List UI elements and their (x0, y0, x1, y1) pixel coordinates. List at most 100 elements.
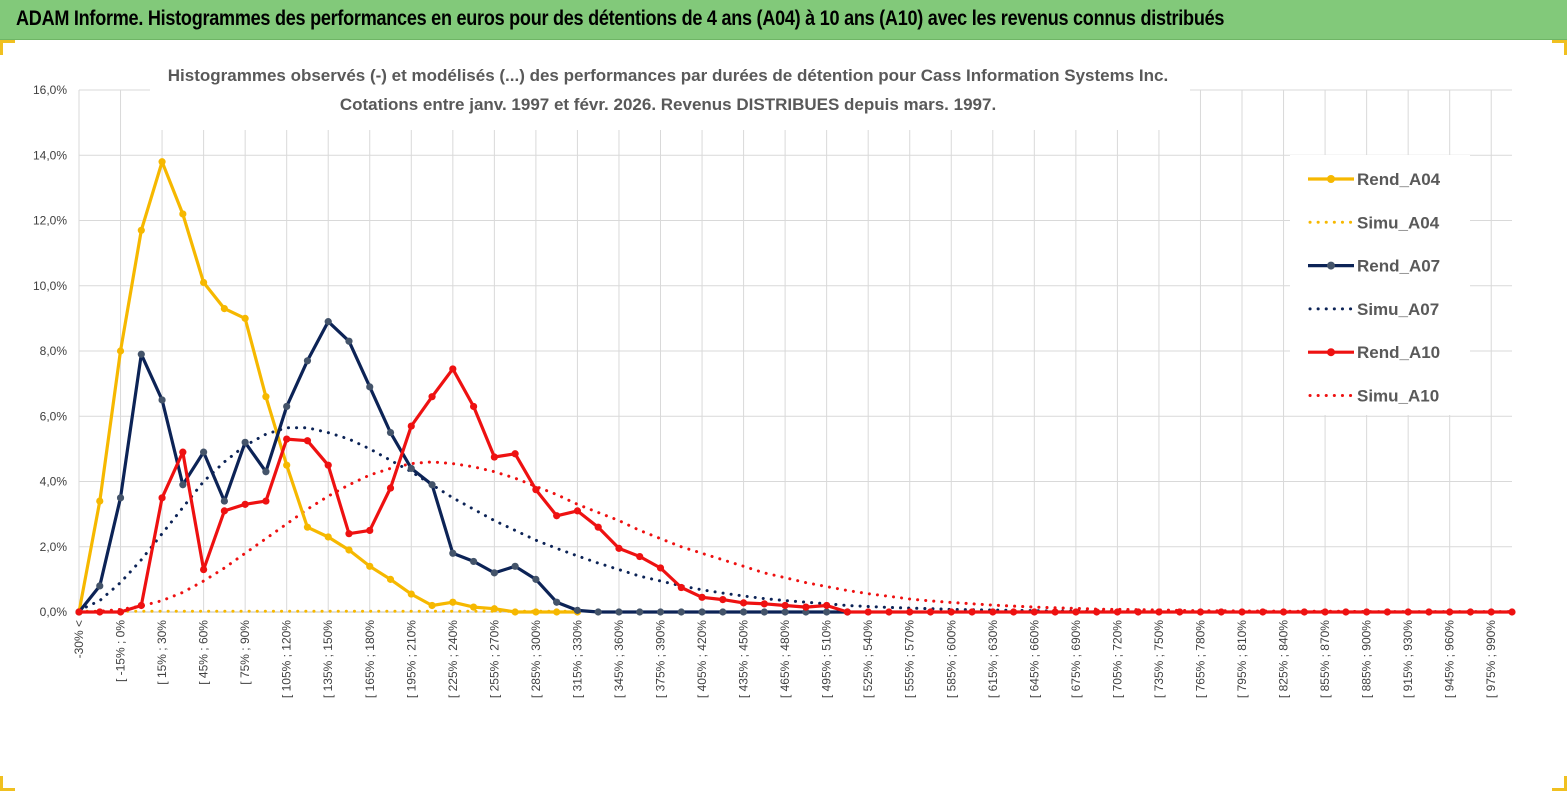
data-point-rend-a07 (532, 575, 540, 583)
legend-label-rend-a04: Rend_A04 (1357, 170, 1441, 189)
x-tick-label: -30% < (72, 620, 86, 658)
data-point-rend-a07 (116, 494, 125, 502)
y-tick-label: 14,0% (33, 148, 67, 162)
data-point-rend-a10 (864, 608, 872, 616)
data-point-rend-a10 (96, 608, 104, 616)
legend-marker-rend-a04 (1327, 175, 1335, 183)
x-tick-label: [ 405% ; 420% (695, 620, 709, 698)
data-point-rend-a07 (96, 582, 104, 590)
y-tick-label: 12,0% (33, 214, 67, 228)
data-point-rend-a10 (719, 596, 727, 604)
data-point-rend-a10 (1093, 608, 1101, 616)
x-tick-label: [ 465% ; 480% (778, 620, 792, 698)
data-point-rend-a10 (573, 507, 582, 515)
data-point-rend-a10 (1466, 608, 1475, 616)
data-point-rend-a04 (116, 347, 125, 355)
x-tick-label: [ 525% ; 540% (861, 620, 875, 698)
data-point-rend-a10 (1300, 608, 1308, 616)
frame-corner-top-left (0, 40, 15, 55)
data-point-rend-a10 (511, 450, 519, 458)
data-point-rend-a04 (96, 497, 104, 505)
data-point-rend-a07 (781, 608, 789, 616)
data-point-rend-a07 (615, 608, 623, 616)
data-point-rend-a07 (179, 481, 187, 489)
report-banner: ADAM Informe. Histogrammes des performan… (0, 0, 1567, 40)
data-point-rend-a10 (220, 507, 228, 515)
data-point-rend-a07 (490, 569, 498, 577)
data-point-rend-a10 (303, 437, 312, 445)
x-tick-label: [ 795% ; 810% (1235, 620, 1249, 698)
data-point-rend-a10 (802, 603, 810, 611)
x-axis-ticks: -30% < [ -15% ; 0% [ 15% ; 30% [ 45% ; 60% [… (72, 620, 1498, 698)
data-point-rend-a07 (158, 396, 166, 404)
data-point-rend-a04 (428, 601, 436, 610)
data-point-rend-a10 (885, 608, 893, 616)
data-point-rend-a10 (656, 564, 665, 572)
x-tick-label: [ 435% ; 450% (737, 620, 751, 698)
legend-marker-rend-a10 (1327, 348, 1335, 357)
data-point-rend-a04 (553, 608, 561, 616)
data-point-rend-a10 (386, 484, 395, 492)
data-point-rend-a10 (926, 608, 935, 616)
data-point-rend-a07 (449, 549, 457, 557)
x-tick-label: [ 555% ; 570% (903, 620, 917, 698)
y-axis-ticks: 0,0% 2,0% 4,0% 6,0% 8,0% 10,0% 12,0% 14,0% 16,0% (33, 83, 67, 619)
data-point-rend-a10 (760, 600, 768, 608)
data-point-rend-a10 (594, 523, 602, 531)
data-point-rend-a10 (1113, 608, 1122, 616)
data-point-rend-a10 (158, 494, 166, 502)
y-tick-label: 16,0% (33, 83, 67, 97)
data-point-rend-a04 (366, 562, 374, 570)
data-point-rend-a07 (469, 557, 478, 566)
data-point-rend-a07 (303, 357, 312, 365)
x-tick-label: [ 945% ; 960% (1443, 620, 1457, 698)
data-point-rend-a10 (1196, 608, 1205, 616)
data-point-rend-a10 (1363, 608, 1371, 616)
data-point-rend-a04 (200, 278, 208, 287)
data-point-rend-a07 (823, 608, 831, 616)
data-point-rend-a10 (1238, 608, 1246, 616)
x-tick-label: [ 885% ; 900% (1360, 620, 1374, 698)
data-point-rend-a07 (220, 497, 228, 505)
data-point-rend-a10 (553, 512, 561, 520)
x-tick-label: [ 315% ; 330% (570, 620, 584, 698)
x-tick-label: [ 285% ; 300% (529, 620, 543, 698)
data-point-rend-a10 (1217, 608, 1225, 616)
data-point-rend-a10 (1155, 608, 1163, 616)
data-point-rend-a10 (1321, 608, 1329, 616)
data-point-rend-a07 (366, 383, 374, 391)
data-point-rend-a07 (324, 318, 332, 326)
x-tick-label: [ 375% ; 390% (654, 620, 668, 698)
legend-label-rend-a07: Rend_A07 (1357, 257, 1440, 276)
legend-label-rend-a10: Rend_A10 (1357, 343, 1440, 362)
data-point-rend-a07 (656, 608, 665, 616)
data-point-rend-a10 (823, 601, 831, 610)
data-point-rend-a10 (1383, 608, 1391, 616)
data-point-rend-a10 (241, 500, 249, 508)
data-point-rend-a10 (532, 486, 540, 494)
legend-label-simu-a10: Simu_A10 (1357, 387, 1439, 406)
data-point-rend-a07 (573, 606, 582, 614)
data-point-rend-a10 (200, 565, 208, 574)
data-point-rend-a04 (469, 603, 478, 611)
data-point-rend-a07 (739, 608, 748, 616)
data-point-rend-a07 (636, 608, 644, 616)
data-point-rend-a10 (116, 608, 125, 616)
x-tick-label: [ 45% ; 60% (197, 620, 211, 685)
data-point-rend-a10 (407, 422, 415, 430)
data-point-rend-a10 (490, 453, 498, 461)
series-simu-a07 (77, 426, 1514, 614)
x-tick-label: [ 615% ; 630% (986, 620, 1000, 698)
data-point-rend-a04 (283, 461, 291, 469)
x-tick-label: [ 135% ; 150% (321, 620, 335, 698)
data-point-rend-a10 (1134, 608, 1142, 616)
data-point-rend-a10 (1009, 608, 1018, 616)
x-tick-label: [ 675% ; 690% (1069, 620, 1083, 698)
x-tick-label: [ 105% ; 120% (280, 620, 294, 698)
data-point-rend-a10 (137, 601, 145, 610)
chart-title-line2: Cotations entre janv. 1997 et févr. 2026… (340, 95, 996, 114)
data-point-rend-a10 (1487, 608, 1495, 616)
data-point-rend-a04 (158, 158, 166, 166)
data-point-rend-a04 (262, 393, 270, 401)
x-tick-label: [ 165% ; 180% (363, 620, 377, 698)
